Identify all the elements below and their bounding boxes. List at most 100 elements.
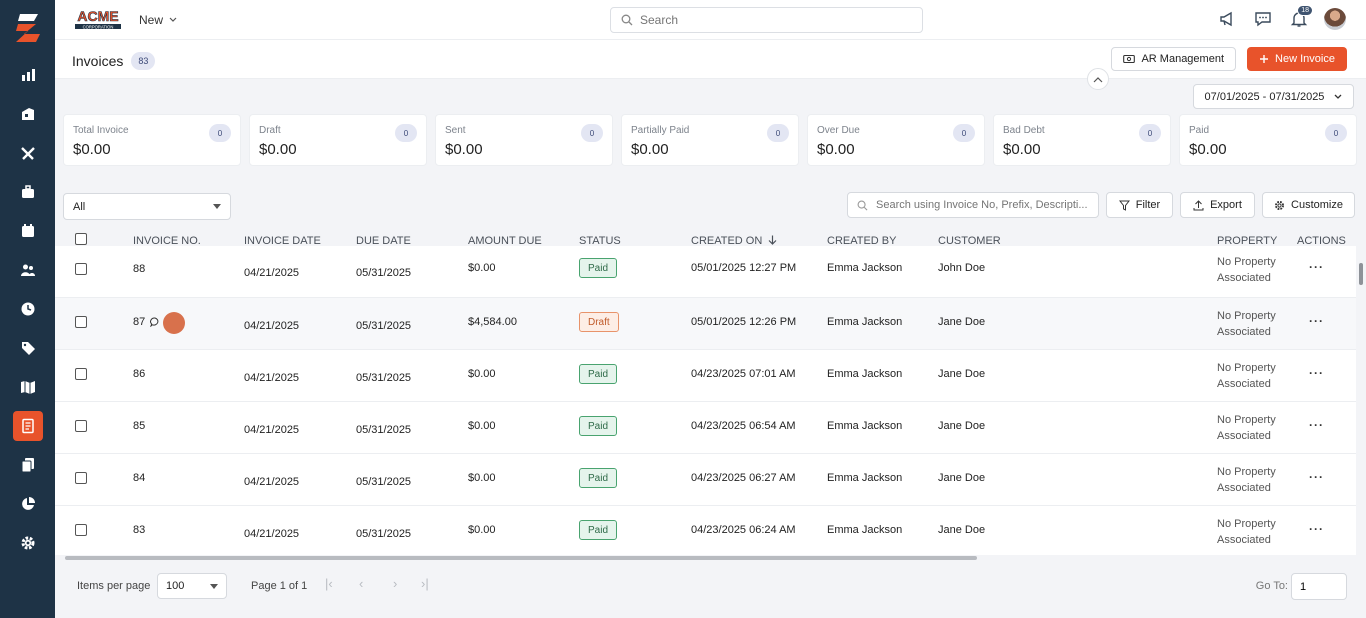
summary-card-over-due[interactable]: Over Due $0.00 0 — [807, 114, 985, 166]
row-checkbox[interactable] — [75, 263, 87, 275]
notification-bell-icon[interactable]: 18 — [1288, 5, 1313, 30]
global-search-input[interactable] — [640, 13, 900, 27]
summary-card-total-invoice[interactable]: Total Invoice $0.00 0 — [63, 114, 241, 166]
go-to-page-input[interactable] — [1291, 573, 1347, 600]
user-avatar[interactable] — [1324, 8, 1346, 30]
next-page-icon[interactable]: › — [393, 576, 398, 591]
status-filter-select[interactable]: All — [63, 193, 231, 220]
row-checkbox[interactable] — [75, 472, 87, 484]
column-header[interactable]: STATUS — [579, 235, 621, 247]
first-page-icon[interactable]: |‹ — [325, 576, 333, 591]
export-button[interactable]: Export — [1180, 192, 1255, 218]
select-all-checkbox[interactable] — [75, 233, 87, 245]
table-row[interactable]: 83 04/21/2025 05/31/2025 $0.00 Paid 04/2… — [55, 506, 1366, 558]
sidebar-reports-icon[interactable] — [13, 60, 43, 90]
sidebar-properties-icon[interactable] — [13, 99, 43, 129]
row-actions-menu[interactable]: ··· — [1309, 314, 1324, 328]
sidebar-documents-icon[interactable] — [13, 450, 43, 480]
table-row[interactable]: 88 04/21/2025 05/31/2025 $0.00 Paid 05/0… — [55, 246, 1366, 298]
invoice-date: 04/21/2025 — [244, 476, 300, 488]
column-header[interactable]: INVOICE DATE — [244, 235, 321, 247]
table-row[interactable]: 85 04/21/2025 05/31/2025 $0.00 Paid 04/2… — [55, 402, 1366, 454]
column-header[interactable]: INVOICE NO. — [133, 235, 201, 247]
row-checkbox[interactable] — [75, 420, 87, 432]
sidebar-calendar-icon[interactable] — [13, 216, 43, 246]
customer[interactable]: John Doe — [938, 262, 986, 274]
summary-card-paid[interactable]: Paid $0.00 0 — [1179, 114, 1357, 166]
column-header-created-on[interactable]: CREATED ON — [691, 235, 777, 247]
table-row[interactable]: 84 04/21/2025 05/31/2025 $0.00 Paid 04/2… — [55, 454, 1366, 506]
column-header[interactable]: PROPERTY — [1217, 235, 1278, 247]
row-checkbox[interactable] — [75, 368, 87, 380]
column-header[interactable]: CUSTOMER — [938, 235, 1001, 247]
invoice-search-input[interactable] — [876, 199, 1096, 211]
horizontal-scrollbar-thumb[interactable] — [65, 556, 977, 560]
property-line: Associated — [1217, 326, 1271, 338]
customize-button[interactable]: Customize — [1262, 192, 1355, 218]
row-actions-menu[interactable]: ··· — [1309, 366, 1324, 380]
ar-management-button[interactable]: AR Management — [1111, 47, 1236, 71]
new-menu-button[interactable]: New — [139, 13, 177, 27]
row-actions-menu[interactable]: ··· — [1309, 418, 1324, 432]
invoice-number[interactable]: 87 — [133, 316, 146, 328]
card-label: Paid — [1189, 125, 1210, 136]
card-value: $0.00 — [817, 141, 855, 158]
customer[interactable]: Jane Doe — [938, 368, 986, 380]
summary-card-partially-paid[interactable]: Partially Paid $0.00 0 — [621, 114, 799, 166]
vertical-scrollbar[interactable] — [1356, 225, 1366, 560]
new-invoice-button[interactable]: New Invoice — [1247, 47, 1347, 71]
vertical-scrollbar-thumb[interactable] — [1359, 263, 1363, 285]
sidebar-briefcase-icon[interactable] — [13, 177, 43, 207]
sidebar-clock-icon[interactable] — [13, 294, 43, 324]
invoice-number[interactable]: 83 — [133, 524, 146, 536]
svg-text:ACME: ACME — [77, 8, 118, 24]
column-header[interactable]: AMOUNT DUE — [468, 235, 542, 247]
customer[interactable]: Jane Doe — [938, 472, 986, 484]
summary-card-draft[interactable]: Draft $0.00 0 — [249, 114, 427, 166]
sidebar-tag-icon[interactable] — [13, 333, 43, 363]
customer[interactable]: Jane Doe — [938, 524, 986, 536]
summary-card-bad-debt[interactable]: Bad Debt $0.00 0 — [993, 114, 1171, 166]
page-title-text: Invoices — [72, 53, 124, 69]
row-checkbox[interactable] — [75, 524, 87, 536]
invoice-number[interactable]: 85 — [133, 420, 146, 432]
items-per-page-value: 100 — [166, 580, 185, 592]
horizontal-scrollbar[interactable] — [55, 555, 1356, 561]
column-header[interactable]: DUE DATE — [356, 235, 411, 247]
sidebar-pie-chart-icon[interactable] — [13, 489, 43, 519]
table-row[interactable]: 87 04/21/2025 05/31/2025 $4,584.00 Draft… — [55, 298, 1366, 350]
invoice-number[interactable]: 86 — [133, 368, 146, 380]
table-row[interactable]: 86 04/21/2025 05/31/2025 $0.00 Paid 04/2… — [55, 350, 1366, 402]
summary-card-sent[interactable]: Sent $0.00 0 — [435, 114, 613, 166]
announcement-icon[interactable] — [1216, 8, 1238, 30]
invoice-search[interactable] — [847, 192, 1099, 218]
filter-button[interactable]: Filter — [1106, 192, 1173, 218]
row-actions-menu[interactable]: ··· — [1309, 470, 1324, 484]
sidebar-tools-icon[interactable] — [13, 138, 43, 168]
sidebar-map-icon[interactable] — [13, 372, 43, 402]
app-logo-icon[interactable] — [14, 12, 42, 44]
date-range-value: 07/01/2025 - 07/31/2025 — [1204, 90, 1325, 103]
previous-page-icon[interactable]: ‹ — [359, 576, 364, 591]
comment-icon[interactable] — [150, 317, 160, 327]
brand-logo[interactable]: ACME CORPORATION — [73, 8, 123, 30]
row-actions-menu[interactable]: ··· — [1309, 522, 1324, 536]
invoice-number[interactable]: 84 — [133, 472, 146, 484]
customer[interactable]: Jane Doe — [938, 316, 986, 328]
date-range-picker[interactable]: 07/01/2025 - 07/31/2025 — [1193, 84, 1354, 109]
sidebar-users-icon[interactable] — [13, 255, 43, 285]
last-page-icon[interactable]: ›| — [421, 576, 429, 591]
items-per-page-select[interactable]: 100 — [157, 573, 227, 599]
global-search[interactable] — [610, 7, 923, 33]
row-checkbox[interactable] — [75, 316, 87, 328]
card-label: Total Invoice — [73, 125, 129, 136]
collapse-summary-button[interactable] — [1087, 68, 1109, 90]
sidebar-settings-icon[interactable] — [13, 528, 43, 558]
chat-icon[interactable] — [1252, 8, 1274, 30]
row-actions-menu[interactable]: ··· — [1309, 260, 1324, 274]
customer[interactable]: Jane Doe — [938, 420, 986, 432]
column-header[interactable]: CREATED BY — [827, 235, 897, 247]
invoice-number[interactable]: 88 — [133, 263, 146, 275]
card-count: 0 — [581, 124, 603, 142]
sidebar-invoice-icon[interactable] — [13, 411, 43, 441]
